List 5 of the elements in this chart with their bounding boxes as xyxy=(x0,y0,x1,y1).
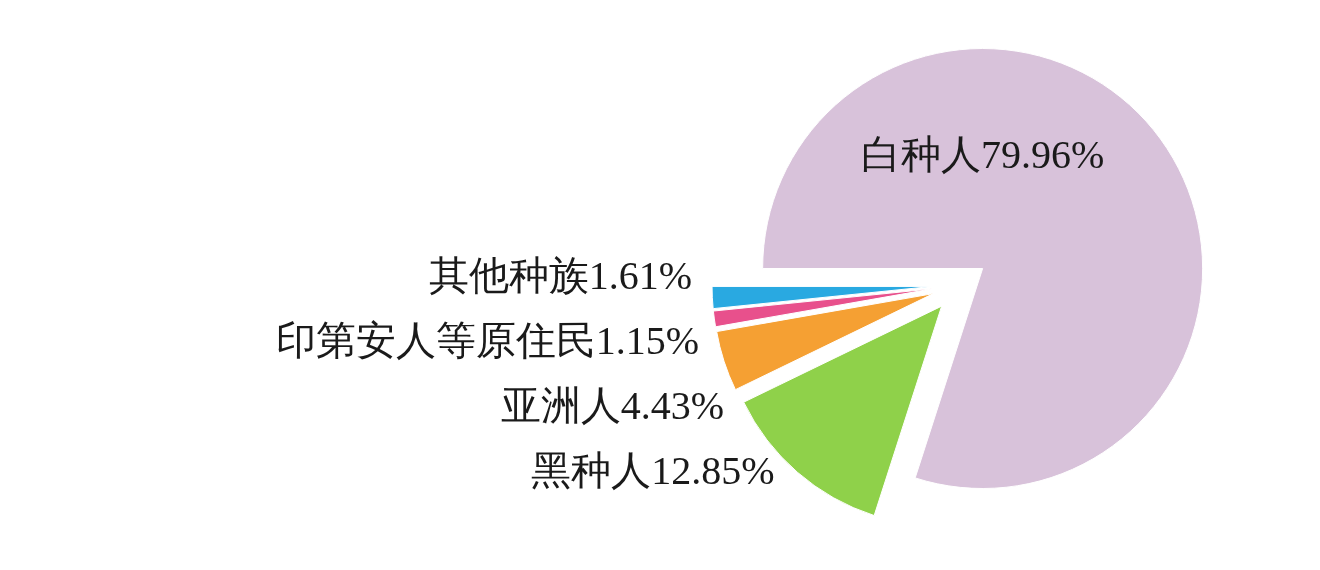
slice-label: 白种人79.96% xyxy=(860,131,1105,177)
slice-label: 印第安人等原住民1.15% xyxy=(275,318,700,364)
slice-label: 亚洲人4.43% xyxy=(500,383,725,429)
slice-label: 黑种人12.85% xyxy=(531,448,775,494)
slice-label: 其他种族1.61% xyxy=(428,253,693,299)
